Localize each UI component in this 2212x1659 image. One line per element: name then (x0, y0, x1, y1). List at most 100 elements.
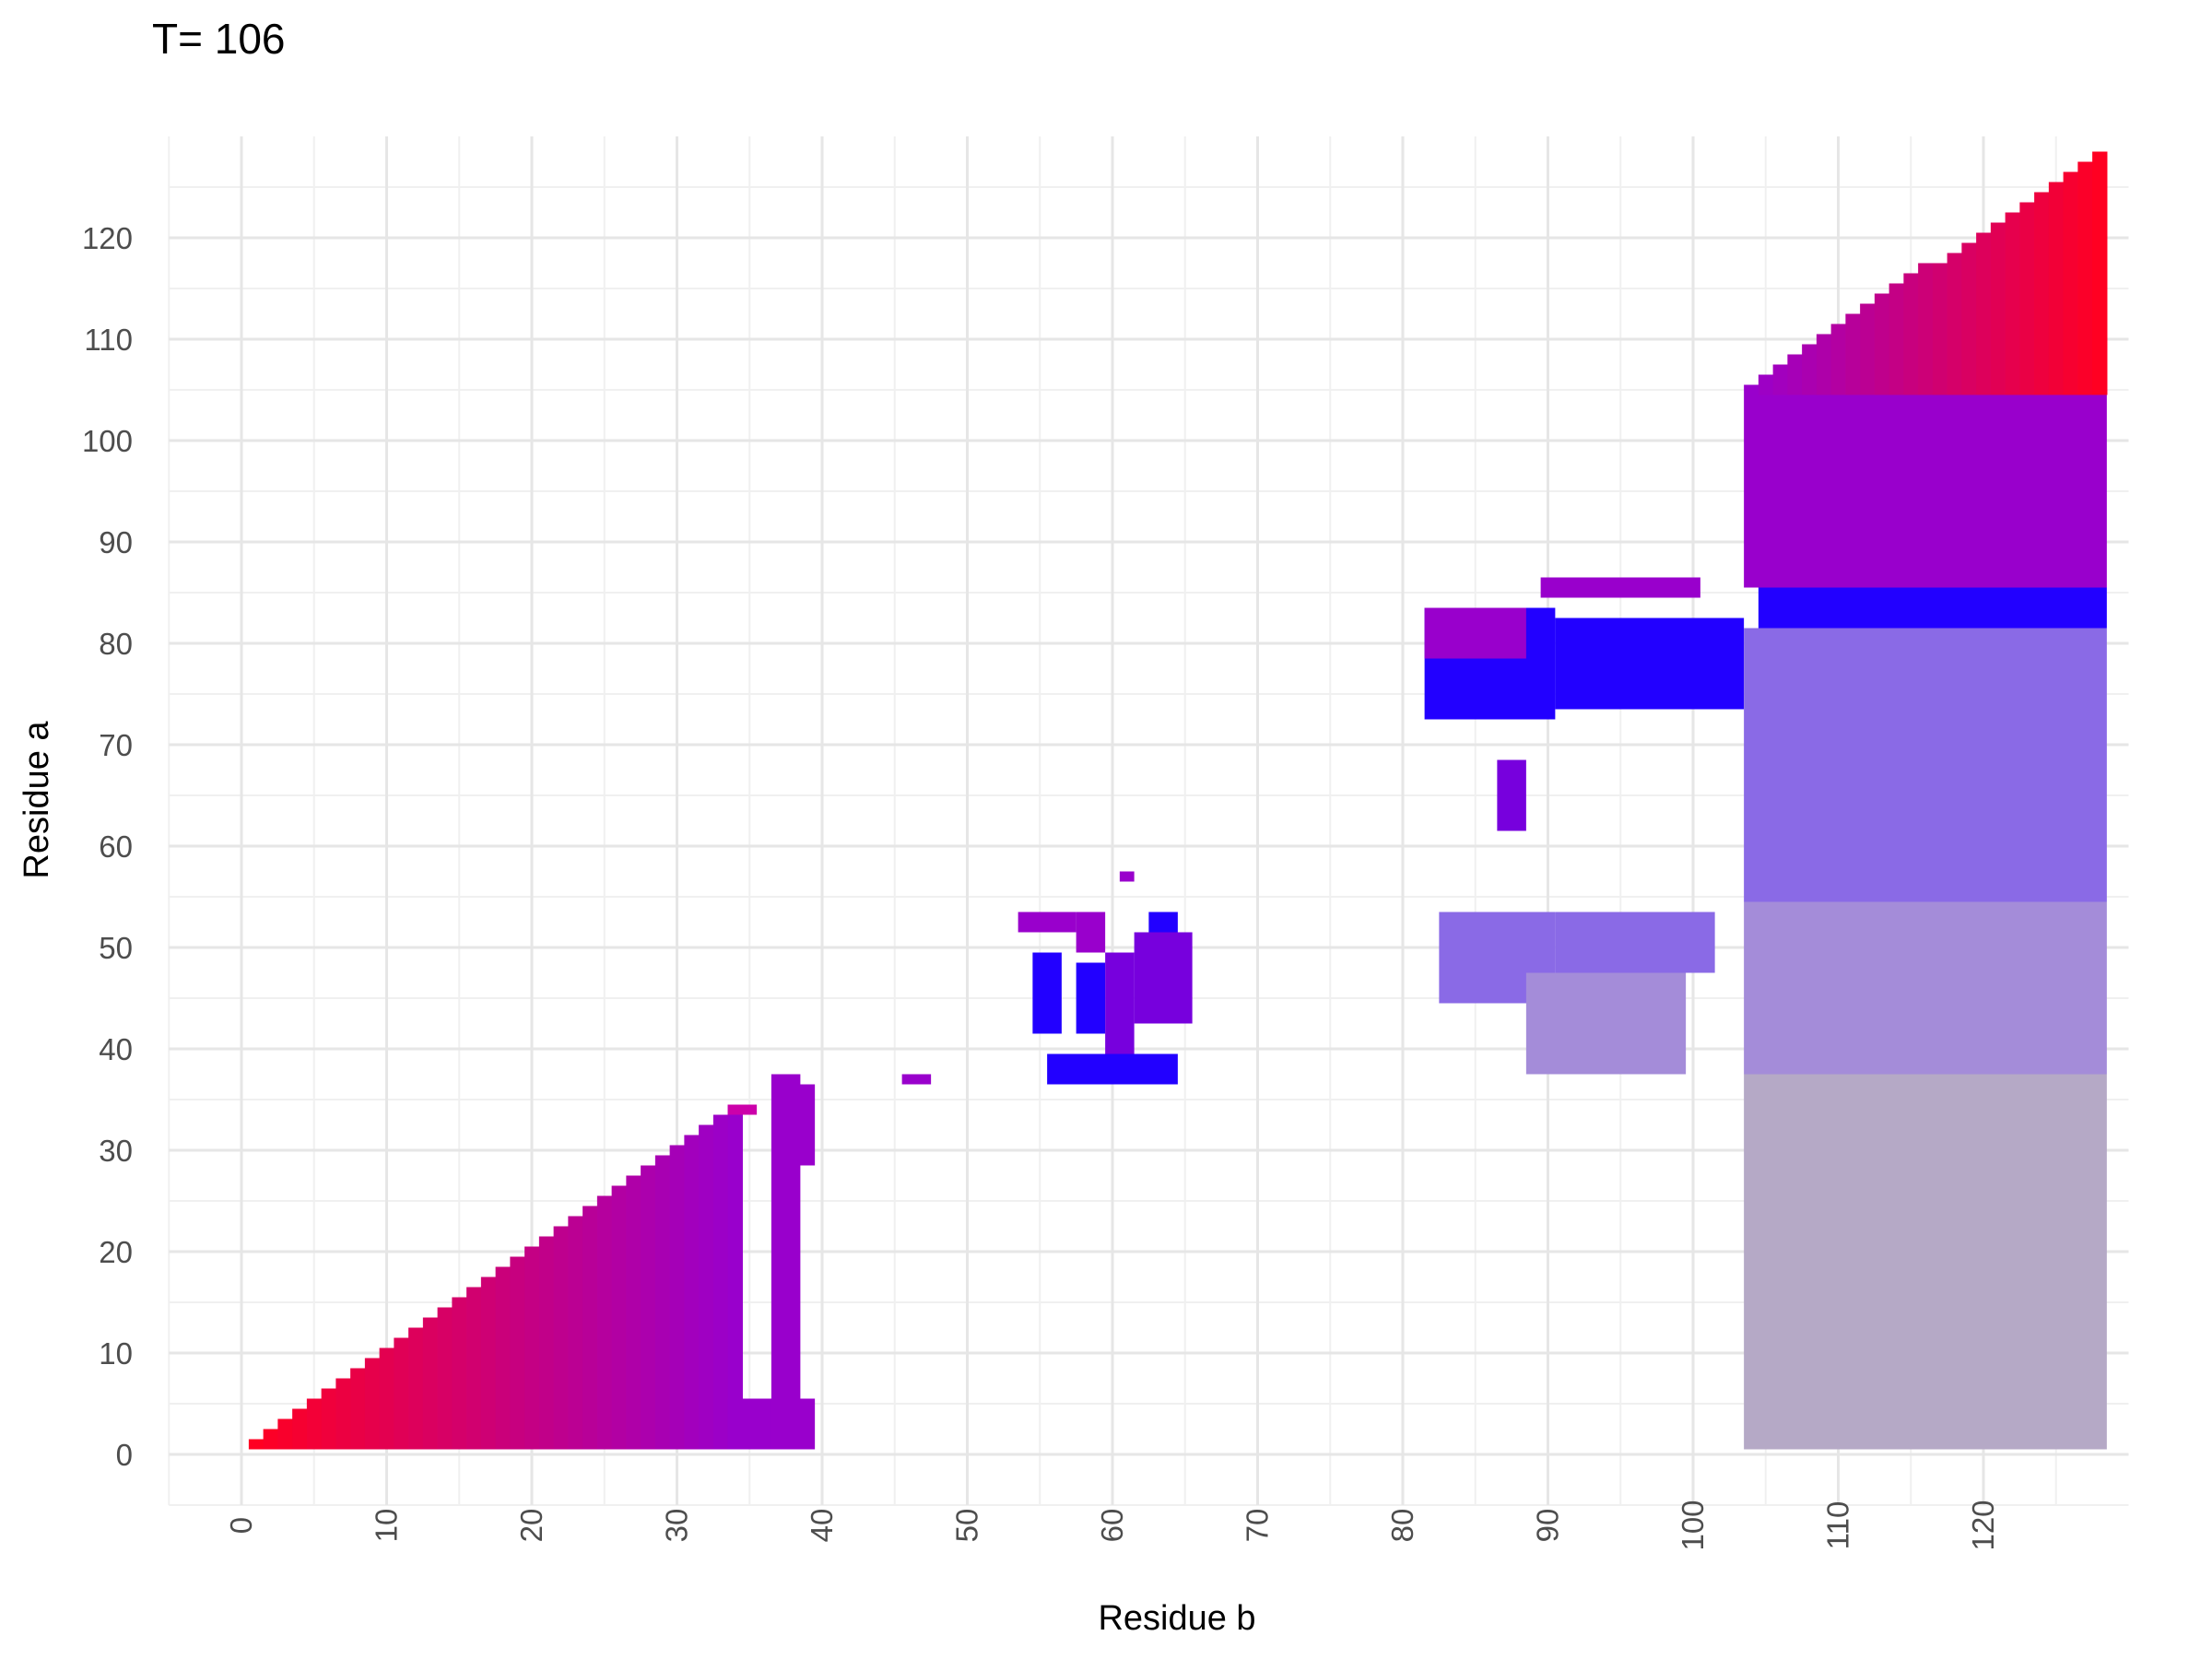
heatmap-column (641, 1165, 656, 1450)
y-tick-label: 20 (99, 1235, 133, 1269)
heatmap-column (2034, 192, 2050, 395)
heatmap-column (1830, 324, 1846, 395)
y-axis-title: Residue a (18, 721, 56, 879)
heatmap-region (1744, 628, 2107, 902)
y-tick-label: 110 (84, 323, 133, 357)
x-tick-label: 90 (1531, 1509, 1565, 1543)
x-axis-ticks: 0 10 20 30 40 50 60 70 80 90 100 110 120 (224, 1500, 2000, 1550)
heatmap-column (1918, 263, 1934, 395)
x-tick-label: 60 (1095, 1509, 1129, 1543)
heatmap-cells (248, 151, 2108, 1450)
heatmap-column (727, 1104, 743, 1450)
heatmap-column (2048, 182, 2065, 395)
y-tick-label: 100 (82, 424, 133, 458)
heatmap-region (1119, 871, 1135, 882)
heatmap-column (1744, 384, 1759, 395)
heatmap-column (524, 1246, 540, 1450)
heatmap-column (2077, 161, 2093, 395)
heatmap-column (1976, 232, 1992, 395)
y-tick-label: 90 (99, 525, 133, 559)
x-tick-label: 10 (370, 1509, 404, 1543)
y-tick-label: 0 (116, 1438, 133, 1472)
y-tick-label: 40 (99, 1032, 133, 1066)
y-tick-label: 50 (99, 931, 133, 965)
x-tick-label: 50 (950, 1509, 984, 1543)
heatmap-region (1018, 912, 1077, 933)
heatmap-column (1772, 364, 1788, 395)
heatmap-column (335, 1378, 351, 1450)
heatmap-column (1903, 273, 1919, 395)
heatmap-column (1802, 344, 1818, 395)
heatmap-column (1845, 313, 1861, 395)
heatmap-column (1947, 253, 1962, 395)
heatmap-column (553, 1226, 569, 1450)
heatmap-column (684, 1135, 700, 1450)
heatmap-column (1860, 303, 1876, 395)
heatmap-column (306, 1398, 323, 1450)
heatmap-column (321, 1388, 336, 1450)
x-axis-title: Residue b (1098, 1599, 1255, 1638)
x-tick-label: 120 (1966, 1500, 2000, 1550)
heatmap-column (538, 1236, 555, 1450)
x-tick-label: 110 (1821, 1501, 1855, 1550)
heatmap-column (1961, 242, 1977, 395)
heatmap-column (364, 1358, 381, 1450)
y-tick-label: 80 (99, 627, 133, 661)
heatmap-region (1744, 394, 2107, 588)
heatmap-column (2005, 212, 2020, 395)
heatmap-column (379, 1347, 394, 1450)
heatmap-column (437, 1307, 453, 1450)
heatmap-region (1525, 972, 1687, 1075)
heatmap-region (1148, 912, 1178, 933)
x-tick-label: 80 (1385, 1509, 1419, 1543)
heatmap-column (596, 1195, 613, 1450)
heatmap-column (1990, 222, 2006, 395)
heatmap-region (727, 1104, 758, 1115)
heatmap-column (1758, 374, 1774, 395)
x-tick-label: 0 (224, 1517, 258, 1534)
heatmap-column (292, 1408, 308, 1450)
x-tick-label: 40 (805, 1509, 839, 1543)
heatmap-column (350, 1368, 366, 1450)
heatmap-column (394, 1337, 409, 1450)
heatmap-column (2019, 202, 2035, 395)
heatmap-column (654, 1155, 671, 1450)
heatmap-column (510, 1256, 525, 1450)
heatmap-column (263, 1429, 278, 1450)
x-tick-label: 20 (514, 1509, 548, 1543)
heatmap-region (1047, 1053, 1178, 1085)
heatmap-region (1134, 932, 1193, 1024)
heatmap-column (480, 1277, 497, 1450)
heatmap-column (582, 1206, 598, 1450)
heatmap-column (2092, 151, 2108, 395)
chart-title: T= 106 (152, 15, 286, 63)
heatmap-column (495, 1266, 511, 1450)
heatmap-region (1424, 607, 1526, 659)
heatmap-column (1787, 354, 1803, 395)
heatmap-region (1076, 962, 1106, 1034)
y-tick-label: 30 (99, 1134, 133, 1168)
x-tick-label: 30 (660, 1509, 694, 1543)
y-tick-label: 60 (99, 830, 133, 864)
heatmap-column (669, 1145, 685, 1450)
heatmap-region (1744, 901, 2107, 1075)
heatmap-column (626, 1175, 641, 1450)
heatmap-column (2063, 171, 2078, 395)
heatmap-column (422, 1317, 439, 1450)
heatmap-column (699, 1124, 714, 1450)
heatmap-column (408, 1327, 424, 1450)
heatmap-column (1932, 263, 1948, 395)
heatmap-region (1555, 912, 1715, 973)
y-tick-label: 70 (99, 728, 133, 762)
y-tick-label: 10 (99, 1336, 133, 1371)
heatmap-column (1874, 293, 1890, 395)
heatmap-region (1758, 587, 2107, 629)
x-tick-label: 100 (1676, 1500, 1710, 1550)
heatmap-region (1555, 618, 1745, 710)
heatmap-column (1816, 334, 1832, 395)
heatmap-region (901, 1074, 932, 1085)
heatmap-column (277, 1418, 293, 1450)
heatmap-column (712, 1114, 729, 1450)
heatmap-column (248, 1439, 265, 1450)
